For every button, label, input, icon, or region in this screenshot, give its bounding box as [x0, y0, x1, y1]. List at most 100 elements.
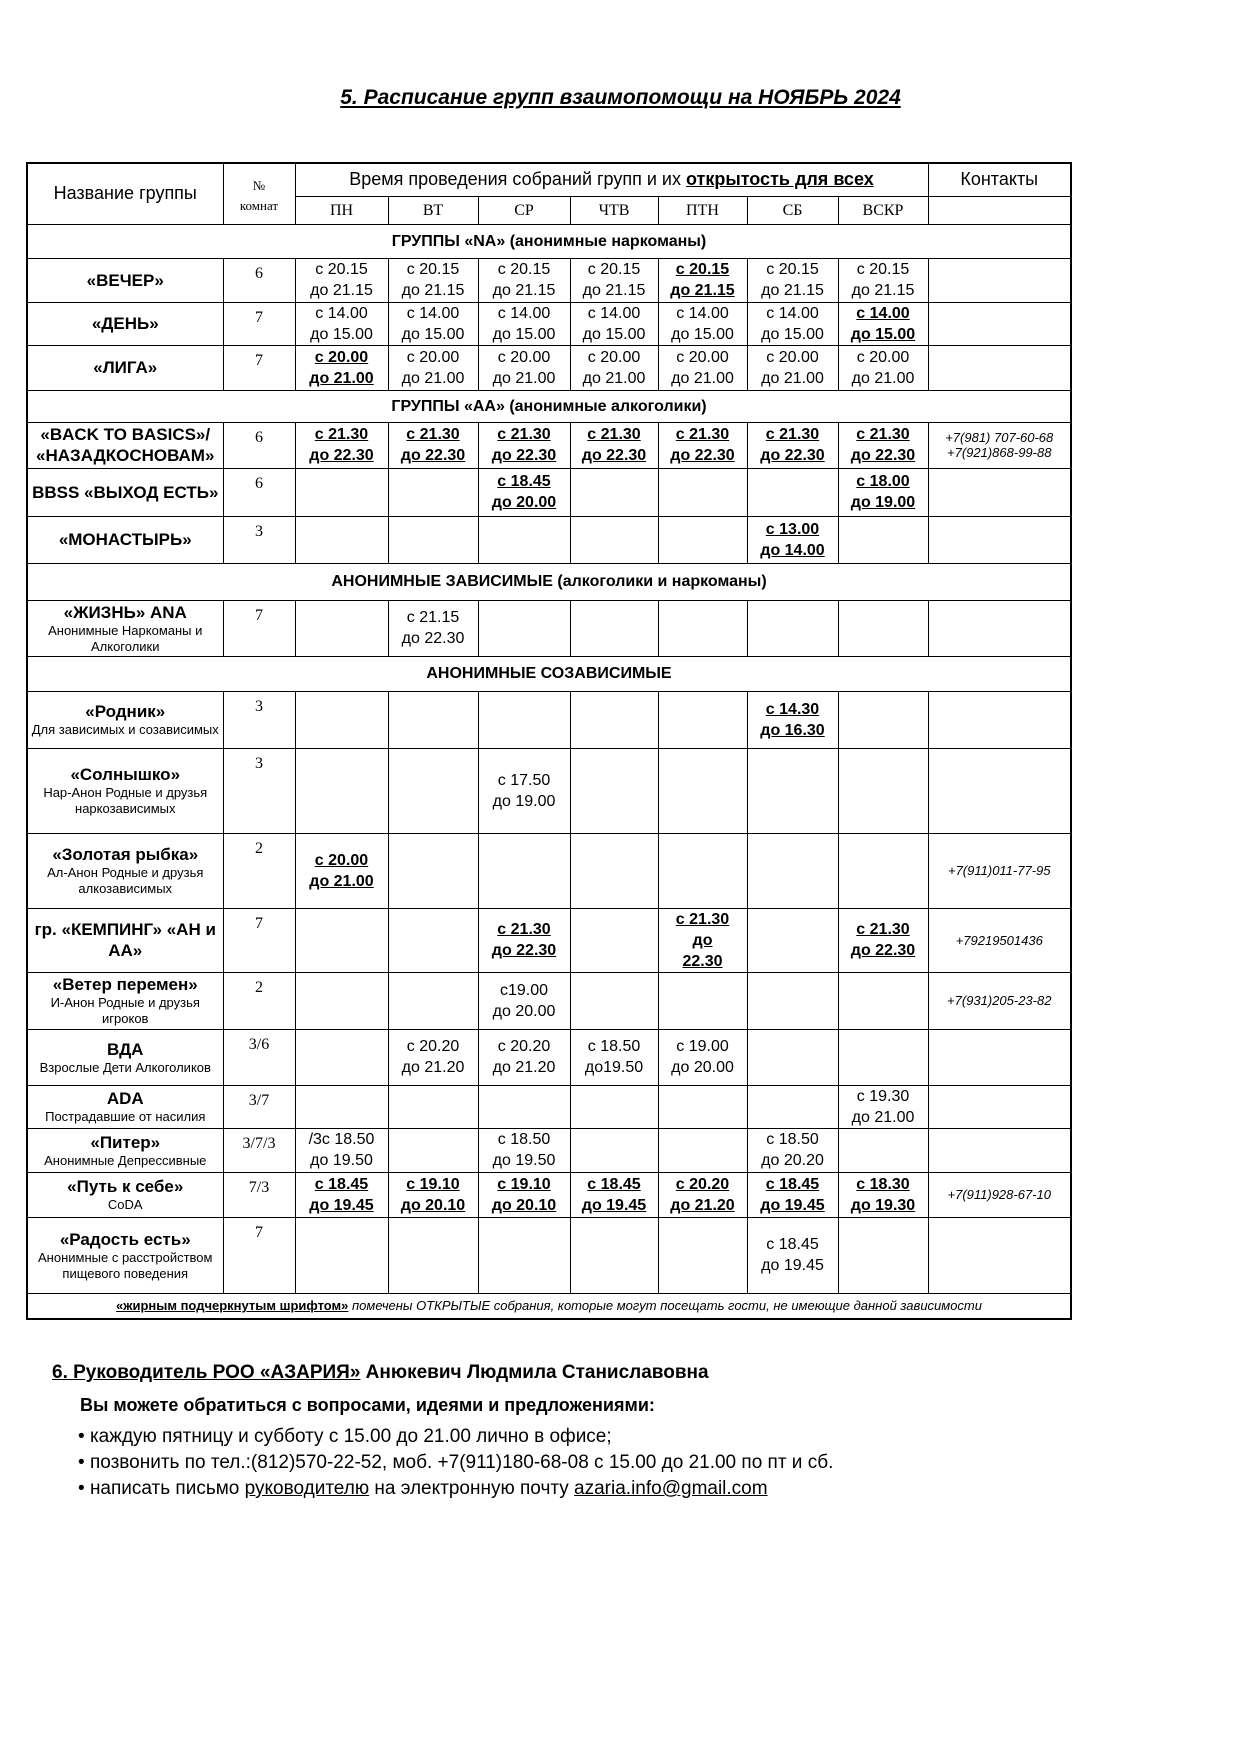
contact-phone [927, 515, 1072, 564]
section6-intro: Вы можете обратиться с вопросами, идеями… [80, 1395, 655, 1415]
room-number: 6 [222, 467, 296, 517]
email-link[interactable]: azaria.info@gmail.com [574, 1478, 768, 1499]
room-number: 7 [222, 1216, 296, 1294]
meeting-cell [569, 747, 659, 834]
meeting-cell [746, 599, 839, 657]
meeting-cell [387, 907, 479, 973]
meeting-cell [657, 1084, 748, 1129]
meeting-time: до 14.00 [760, 541, 825, 559]
group-name: «Питер» [90, 1132, 161, 1152]
meeting-cell: с 20.15 до 21.15 [569, 257, 659, 303]
day-header: ПН [294, 195, 389, 225]
table-row: BBSS «ВЫХОД ЕСТЬ» 6 с 18.45 до 20.00 с 18.00… [26, 467, 1072, 517]
meeting-cell: /3с 18.50 до 19.50 [294, 1127, 389, 1173]
meeting-time: до 22.30 [491, 942, 557, 959]
meeting-cell: с 21.30 до 22.30 [837, 421, 929, 469]
contact-phone [927, 344, 1072, 391]
meeting-time: до 21.00 [761, 369, 824, 387]
meeting-cell [294, 1028, 389, 1086]
meeting-cell [569, 599, 659, 657]
group-name: «Путь к себе» [67, 1177, 184, 1196]
meeting-cell: с 14.00 до 15.00 [657, 301, 748, 346]
head-link[interactable]: руководителю [244, 1478, 370, 1499]
meeting-cell: с 19.10 до 20.10 [477, 1171, 571, 1218]
meeting-time: до 19.50 [492, 1152, 556, 1169]
contact-phone [927, 1216, 1072, 1294]
meeting-time: с 18.00 [856, 473, 910, 490]
group-name: «ВЕЧЕР» [86, 270, 164, 290]
meeting-time: с 21.15 [406, 609, 460, 626]
meeting-time: с 21.30 [856, 426, 910, 443]
header-name: Название группы [26, 162, 224, 225]
section6-person: Анюкевич Людмила Станиславовна [360, 1362, 709, 1383]
meeting-time: с 19.10 [497, 1175, 551, 1193]
header-time: Время проведения собраний групп и их отк… [294, 162, 929, 197]
meeting-time: до 15.00 [310, 325, 373, 343]
meeting-cell: с 20.15 до 21.15 [387, 257, 479, 303]
footnote-bold: «жирным подчеркнутым шрифтом» [116, 1298, 349, 1313]
meeting-cell [569, 1127, 659, 1173]
group-description: Взрослые Дети Алкоголиков [39, 1059, 211, 1075]
section-row: АНОНИМНЫЕ ЗАВИСИМЫЕ (алкоголики и нарком… [26, 562, 1072, 601]
meeting-time: до 21.00 [401, 369, 465, 387]
group-description: Для зависимых и созависимых [31, 722, 219, 737]
meeting-cell [657, 971, 748, 1030]
contacts-subheader [927, 195, 1072, 225]
meeting-time: с 21.30 [765, 426, 820, 443]
meeting-cell [387, 515, 479, 564]
meeting-time: до 22.30 [760, 447, 825, 464]
meeting-cell [477, 515, 571, 564]
meeting-time: с 21.30 [675, 910, 730, 928]
meeting-cell [294, 1216, 389, 1294]
meeting-cell [477, 599, 571, 657]
group-name: гр. «КЕМПИНГ» «АН и АА» [34, 920, 216, 960]
contact-phone [927, 1084, 1072, 1129]
meeting-cell [387, 690, 479, 749]
contact-phone [927, 257, 1072, 303]
contact-phone: +7(911)011-77-95 [927, 832, 1072, 909]
meeting-time: до 19.45 [309, 1196, 374, 1214]
meeting-cell: с 21.30 до 22.30 [387, 421, 479, 469]
meeting-cell: с 21.30 до 22.30 [657, 421, 748, 469]
meeting-time: с 14.00 [766, 304, 819, 322]
contact-item: позвонить по тел.:(812)570-22-52, моб. +… [78, 1450, 833, 1476]
room-number: 3/7/3 [222, 1127, 296, 1173]
meeting-cell: с 21.30 до 22.30 [746, 421, 839, 469]
meeting-time: до 20.00 [491, 494, 557, 511]
meeting-cell: с 21.30 до 22.30 [294, 421, 389, 469]
meeting-cell [746, 1028, 839, 1086]
meeting-time: до 22.30 [400, 447, 466, 464]
meeting-cell [837, 747, 929, 834]
meeting-cell: с 21.30 до 22.30 [477, 421, 571, 469]
meeting-cell [837, 1127, 929, 1173]
group-name: «ЛИГА» [93, 358, 158, 377]
meeting-time: до 21.00 [582, 369, 646, 387]
meeting-cell [746, 747, 839, 834]
meeting-cell [657, 467, 748, 517]
meeting-cell [657, 832, 748, 909]
room-number: 3 [222, 690, 296, 749]
meeting-cell [387, 467, 479, 517]
meeting-time: до 21.15 [310, 282, 373, 299]
meeting-time: с 13.00 [765, 520, 820, 538]
group-description: Нар-Анон Родные и друзья наркозависимых [43, 785, 208, 816]
meeting-cell: с 18.45 до 19.45 [294, 1171, 389, 1218]
table-row: «Радость есть» Анонимные с расстройством … [26, 1216, 1072, 1294]
meeting-time: с 21.30 [497, 426, 551, 443]
group-name: «Ветер перемен» [52, 975, 198, 994]
meeting-time: до 15.00 [671, 325, 734, 343]
meeting-time: до [692, 931, 713, 949]
header-time-text: Время проведения собраний групп и их [349, 169, 686, 190]
meeting-time: с 18.50 [587, 1038, 641, 1055]
meeting-cell: с 20.15 до 21.15 [746, 257, 839, 303]
group-name: «ДЕНЬ» [91, 314, 159, 333]
meeting-time: с 20.00 [314, 348, 369, 366]
meeting-cell: с 14.00 до 15.00 [746, 301, 839, 346]
contact-item: написать письмо руководителю на электрон… [78, 1476, 833, 1502]
meeting-time: с 21.30 [406, 426, 460, 443]
meeting-cell [294, 467, 389, 517]
meeting-time: с 14.00 [856, 304, 910, 322]
meeting-time: до 21.15 [582, 282, 646, 299]
meeting-cell [569, 1216, 659, 1294]
table-row: ADA Пострадавшие от насилия 3/7 с 19.30 до 2… [26, 1084, 1072, 1129]
